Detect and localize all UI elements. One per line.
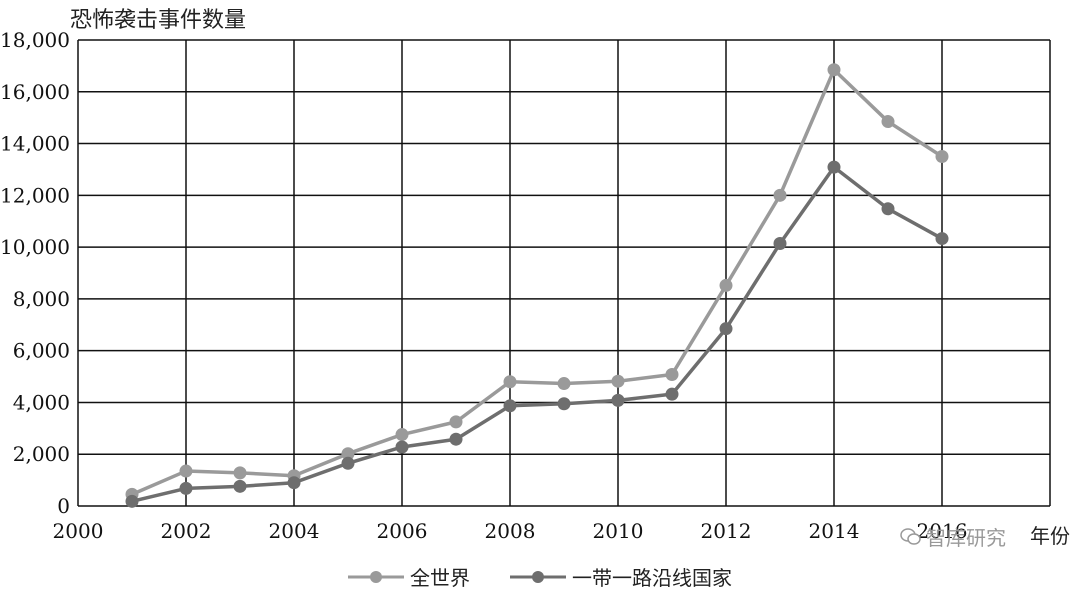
data-point-0 xyxy=(665,367,679,381)
y-axis-ticks: 0 2,000 4,000 6,000 8,000 10,000 12,000 14,000 1… xyxy=(0,28,70,518)
x-tick-label: 2014 xyxy=(809,519,860,543)
x-tick-label: 2008 xyxy=(485,519,536,543)
y-tick-label: 18,000 xyxy=(0,28,70,52)
x-tick-label: 2006 xyxy=(377,519,428,543)
data-point-0 xyxy=(611,374,625,388)
data-point-0 xyxy=(881,115,895,129)
legend-label-world: 全世界 xyxy=(410,566,470,590)
data-point-1 xyxy=(233,479,247,493)
legend-label-belt-road: 一带一路沿线国家 xyxy=(572,566,732,590)
data-point-1 xyxy=(449,432,463,446)
data-point-1 xyxy=(503,399,517,413)
data-point-1 xyxy=(881,202,895,216)
y-axis-label: 恐怖袭击事件数量 xyxy=(70,8,247,33)
data-point-0 xyxy=(449,415,463,429)
chart-grid xyxy=(77,39,1051,507)
data-point-0 xyxy=(503,375,517,389)
legend-swatch-belt-road xyxy=(510,570,566,583)
y-tick-label: 10,000 xyxy=(0,235,70,259)
series-line-0 xyxy=(131,68,943,496)
data-point-1 xyxy=(773,236,787,250)
y-tick-label: 4,000 xyxy=(13,390,70,414)
data-point-1 xyxy=(611,393,625,407)
data-point-0 xyxy=(557,377,571,391)
y-tick-label: 6,000 xyxy=(13,339,70,363)
series-points xyxy=(125,63,949,508)
watermark-text: 智库研究 xyxy=(926,526,1006,550)
data-point-0 xyxy=(773,188,787,202)
data-point-1 xyxy=(665,387,679,401)
legend-item-world: 全世界 xyxy=(348,562,470,591)
x-tick-label: 2004 xyxy=(269,519,320,543)
y-tick-label: 2,000 xyxy=(13,442,70,466)
data-point-1 xyxy=(287,476,301,490)
series-line-1 xyxy=(131,165,943,504)
y-tick-label: 14,000 xyxy=(0,132,70,156)
x-tick-label: 2010 xyxy=(593,519,644,543)
legend-item-belt-road: 一带一路沿线国家 xyxy=(510,562,732,591)
data-point-0 xyxy=(719,278,733,292)
data-point-1 xyxy=(125,494,139,508)
y-tick-label: 0 xyxy=(57,494,70,518)
data-point-1 xyxy=(557,397,571,411)
data-point-0 xyxy=(341,447,355,461)
x-axis-label: 年份 xyxy=(1030,524,1070,548)
data-point-0 xyxy=(395,428,409,442)
data-point-0 xyxy=(233,466,247,480)
y-tick-label: 8,000 xyxy=(13,287,70,311)
x-tick-label: 2002 xyxy=(161,519,212,543)
data-point-1 xyxy=(179,481,193,495)
data-point-0 xyxy=(827,63,841,77)
legend-swatch-world xyxy=(348,570,404,583)
data-point-0 xyxy=(179,464,193,478)
chart-legend: 全世界 一带一路沿线国家 xyxy=(0,562,1080,591)
data-point-1 xyxy=(395,440,409,454)
data-point-1 xyxy=(827,160,841,174)
data-point-0 xyxy=(935,150,949,163)
data-point-1 xyxy=(935,232,949,246)
wechat-icon xyxy=(900,527,921,545)
x-tick-label: 2012 xyxy=(701,519,752,543)
x-tick-label: 2000 xyxy=(53,519,104,543)
x-tick-label: 2016 xyxy=(917,519,968,543)
data-point-1 xyxy=(341,456,355,470)
y-tick-label: 16,000 xyxy=(0,80,70,104)
data-point-1 xyxy=(719,322,733,336)
y-tick-label: 12,000 xyxy=(0,183,70,207)
watermark: 智库研究 xyxy=(900,522,1006,551)
x-axis-ticks: 2000 2002 2004 2006 2008 2010 2012 2014 2016 xyxy=(53,519,968,543)
series-lines xyxy=(131,68,943,504)
